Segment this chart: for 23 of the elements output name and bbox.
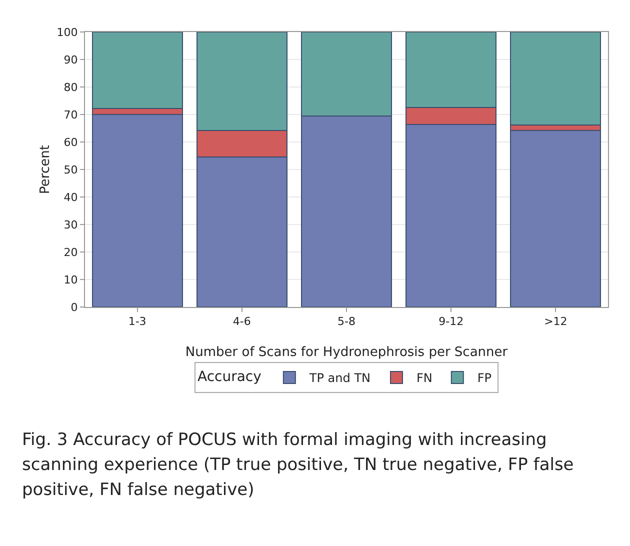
y-tick-label: 60: [64, 136, 78, 149]
x-tick-label: 4-6: [232, 315, 251, 328]
x-tick-label: 1-3: [128, 315, 146, 328]
x-tick-label: >12: [544, 315, 568, 328]
legend-label: TP and TN: [308, 371, 370, 386]
y-tick-label: 10: [64, 273, 78, 286]
y-tick-label: 90: [64, 53, 78, 66]
x-axis-title: Number of Scans for Hydronephrosis per Scanner: [185, 345, 508, 360]
y-tick-label: 20: [64, 246, 78, 259]
y-tick-label: 0: [70, 300, 78, 314]
y-axis-title: Percent: [38, 145, 53, 194]
legend-label: FP: [477, 371, 492, 386]
x-tick-label: 9-12: [438, 315, 464, 328]
legend-title: Accuracy: [198, 369, 262, 386]
caption: Fig. 3 Accuracy of POCUS with formal imaging with increasing scanning experience (TP true positive, TN true negative, FP false positive, FN false negative): [22, 429, 575, 502]
y-tick-label: 50: [64, 163, 78, 176]
x-tick-label: 5-8: [338, 315, 356, 328]
y-tick-label: 40: [64, 190, 78, 204]
y-tick-label: 100: [56, 26, 78, 39]
y-tick-label: 80: [64, 80, 78, 94]
y-tick-label: 30: [64, 218, 78, 232]
y-tick-label: 70: [64, 108, 78, 122]
legend-label: FN: [416, 371, 432, 386]
